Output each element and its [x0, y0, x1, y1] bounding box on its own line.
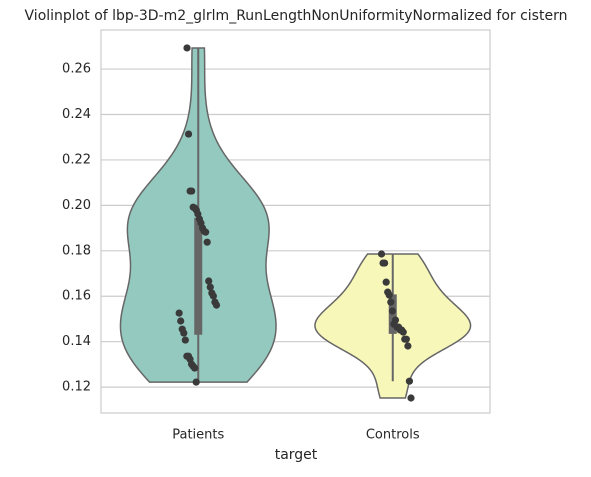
strip-point — [209, 292, 217, 300]
strip-point — [192, 378, 200, 386]
strip-point — [180, 329, 188, 337]
strip-point — [188, 187, 196, 195]
strip-point — [407, 394, 415, 402]
strip-point — [203, 238, 211, 246]
strip-point — [202, 228, 210, 236]
chart-title: Violinplot of lbp-3D-m2_glrlm_RunLengthN… — [25, 8, 568, 24]
strip-point — [175, 309, 183, 317]
strip-point — [385, 291, 393, 299]
y-tick-label: 0.12 — [62, 380, 91, 395]
x-tick-label: Patients — [172, 428, 224, 443]
strip-point — [205, 277, 213, 285]
y-tick-label: 0.26 — [62, 62, 91, 77]
y-tick-label: 0.20 — [62, 198, 91, 213]
strip-point — [381, 259, 389, 267]
strip-point — [387, 298, 395, 306]
strip-point — [183, 44, 191, 52]
strip-point — [377, 250, 386, 258]
strip-point — [388, 307, 396, 315]
strip-point — [181, 336, 189, 344]
strip-point — [399, 328, 407, 336]
strip-point — [382, 278, 390, 286]
y-tick-label: 0.16 — [62, 289, 91, 304]
strip-point — [191, 364, 199, 372]
strip-point — [184, 130, 193, 138]
strip-point — [391, 316, 400, 324]
x-axis-label: target — [275, 447, 318, 463]
strip-point — [212, 301, 221, 309]
plot-area — [100, 29, 491, 414]
y-tick-label: 0.24 — [62, 107, 91, 122]
y-tick-label: 0.22 — [62, 152, 91, 167]
strip-point — [177, 317, 185, 325]
y-tick-label: 0.18 — [62, 243, 91, 258]
strip-point — [404, 342, 412, 350]
x-tick-label: Controls — [366, 428, 420, 443]
y-tick-label: 0.14 — [62, 334, 91, 349]
strip-point — [405, 377, 414, 385]
strip-point — [206, 283, 214, 291]
strip-point — [402, 335, 410, 343]
